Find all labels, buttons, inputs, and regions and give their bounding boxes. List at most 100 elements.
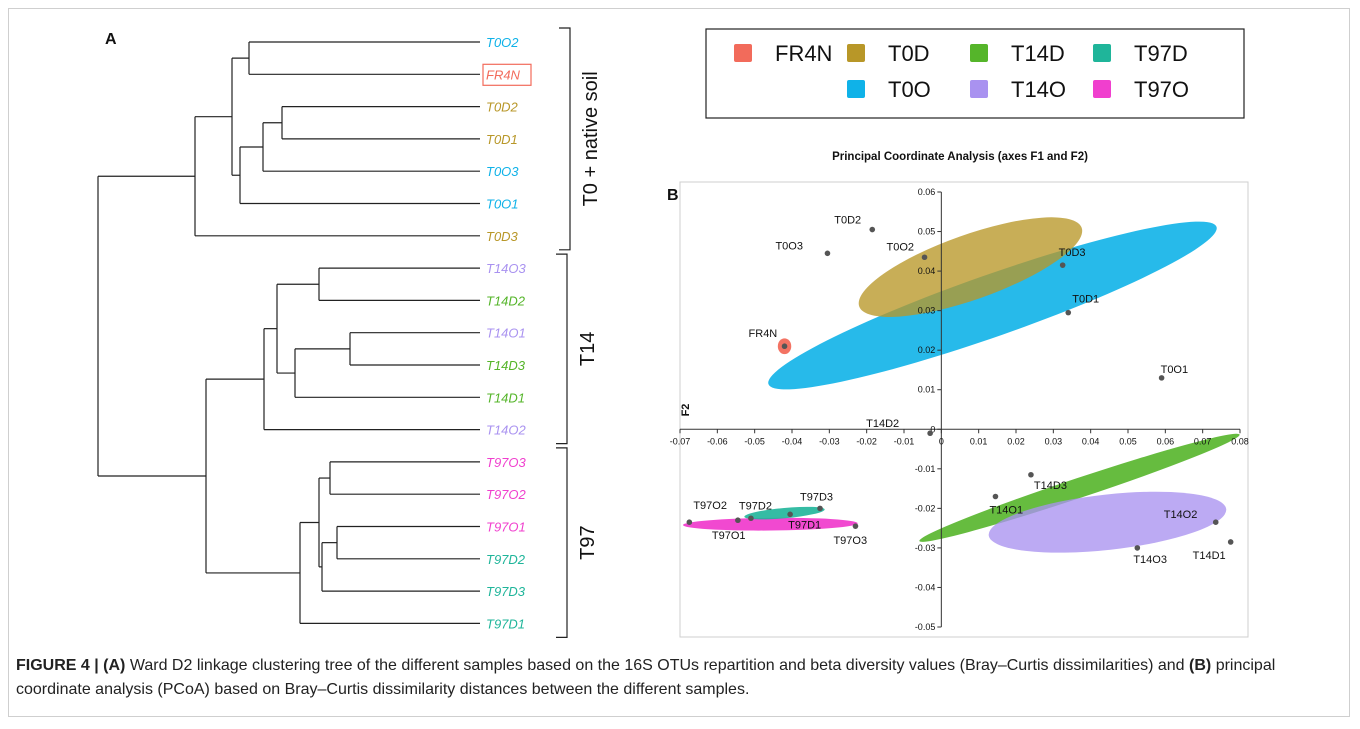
leaf-label: T97D2 bbox=[486, 552, 526, 567]
group-ellipse bbox=[744, 506, 825, 520]
y-tick-label: -0.05 bbox=[915, 622, 936, 632]
x-tick-label: 0.05 bbox=[1119, 436, 1137, 446]
y-tick-label: 0.05 bbox=[918, 227, 936, 237]
cluster-label: T14 bbox=[577, 332, 599, 366]
group-ellipse bbox=[988, 491, 1227, 553]
x-tick-label: -0.06 bbox=[707, 436, 728, 446]
data-point bbox=[1059, 262, 1066, 268]
x-tick-label: 0 bbox=[939, 436, 944, 446]
data-point bbox=[869, 226, 876, 233]
data-point bbox=[1028, 471, 1034, 478]
dendrogram bbox=[97, 41, 480, 625]
leaf-label: T97O3 bbox=[486, 455, 527, 470]
group-ellipse bbox=[858, 217, 1083, 317]
legend-box bbox=[705, 28, 1245, 119]
data-point bbox=[1158, 375, 1165, 381]
leaf-label: T0O3 bbox=[486, 164, 519, 179]
data-point bbox=[787, 511, 793, 518]
x-tick-label: 0.06 bbox=[1157, 436, 1175, 446]
leaf-label: T14O1 bbox=[486, 326, 526, 341]
data-point bbox=[921, 254, 928, 261]
leaf-label: T0D3 bbox=[486, 229, 519, 244]
figure-caption: FIGURE 4 | (A) Ward D2 linkage clusterin… bbox=[16, 654, 1342, 702]
cluster-brackets: T0 + native soil T14 T97 bbox=[556, 27, 602, 639]
leaf-label: T14D3 bbox=[486, 358, 526, 373]
point-label: T0O3 bbox=[775, 240, 803, 252]
legend-swatch bbox=[1093, 44, 1111, 62]
legend-swatch bbox=[1093, 80, 1111, 98]
point-label: T0D2 bbox=[834, 215, 861, 227]
cluster-label: T0 + native soil bbox=[580, 71, 602, 206]
plot-area bbox=[679, 181, 1249, 638]
data-point bbox=[781, 343, 788, 350]
y-tick-label: 0.01 bbox=[918, 385, 936, 395]
point-label: T97D1 bbox=[788, 519, 821, 531]
point-label: T0D3 bbox=[1059, 247, 1086, 259]
point-label: T97D2 bbox=[739, 500, 772, 512]
point-label: T0O2 bbox=[887, 241, 915, 253]
leaf-label: T14D1 bbox=[486, 390, 525, 405]
x-tick-label: -0.02 bbox=[856, 436, 877, 446]
y-tick-label: 0.06 bbox=[918, 187, 936, 197]
leaf-highlight-box bbox=[482, 63, 532, 86]
x-tick-label: 0.02 bbox=[1007, 436, 1025, 446]
point-label: T97D3 bbox=[800, 491, 833, 503]
caption-a-text: Ward D2 linkage clustering tree of the d… bbox=[129, 657, 1185, 674]
data-points: T0D2 T0O3 T0O2 T0D3 T0D1 FR4N T0O1 T14D2 T14D3 T1… bbox=[686, 215, 1234, 566]
group-ellipse bbox=[768, 221, 1217, 390]
y-axis-label: F2 bbox=[680, 404, 692, 417]
caption-figure-label: FIGURE 4 | bbox=[16, 657, 99, 674]
point-label: T97O1 bbox=[712, 530, 746, 542]
data-point bbox=[686, 519, 693, 526]
group-ellipse bbox=[919, 433, 1240, 542]
data-point bbox=[735, 517, 741, 524]
leaf-label: T0O2 bbox=[486, 35, 519, 50]
data-point bbox=[1065, 309, 1072, 316]
point-label: T14O3 bbox=[1133, 554, 1167, 566]
x-tick-label: -0.04 bbox=[782, 436, 803, 446]
legend-swatch bbox=[970, 80, 988, 98]
panel-a-label: A bbox=[105, 31, 117, 48]
leaf-label: T14D2 bbox=[486, 293, 526, 308]
data-point bbox=[927, 430, 933, 437]
legend-label: T97O bbox=[1134, 77, 1189, 102]
point-label: T14O1 bbox=[989, 505, 1023, 517]
legend-label: T14O bbox=[1011, 77, 1066, 102]
y-tick-label: -0.01 bbox=[915, 464, 936, 474]
axes: -0.07 -0.06 -0.05 -0.04 -0.03 -0.02 -0.01 0 0.01… bbox=[670, 187, 1249, 632]
legend-swatch bbox=[847, 80, 865, 98]
leaf-label: T14O3 bbox=[486, 261, 527, 276]
y-tick-label: 0 bbox=[930, 424, 935, 434]
figure-frame bbox=[8, 8, 1350, 717]
legend-label: T0D bbox=[888, 41, 930, 66]
cluster-bracket bbox=[559, 27, 571, 251]
x-tick-label: 0.04 bbox=[1082, 436, 1100, 446]
data-point bbox=[852, 523, 859, 529]
leaf-label: FR4N bbox=[486, 67, 521, 82]
point-label: T97O3 bbox=[833, 535, 867, 547]
data-point bbox=[1134, 545, 1141, 551]
x-tick-label: -0.03 bbox=[819, 436, 840, 446]
cluster-label: T97 bbox=[577, 525, 599, 559]
leaf-label: T97D1 bbox=[486, 616, 525, 631]
x-tick-label: 0.01 bbox=[970, 436, 988, 446]
data-point bbox=[992, 493, 999, 500]
x-tick-label: 0.08 bbox=[1231, 436, 1249, 446]
legend-label: T0O bbox=[888, 77, 931, 102]
legend-label: T14D bbox=[1011, 41, 1065, 66]
dendrogram-leaf-labels: T0O2 FR4N T0D2 T0D1 T0O3 T0O1 T0D3 T14O3 T14D2 T1… bbox=[482, 35, 532, 631]
cluster-bracket bbox=[556, 447, 568, 639]
legend-swatch bbox=[970, 44, 988, 62]
point-label: T0O1 bbox=[1161, 364, 1189, 376]
data-point bbox=[817, 505, 823, 512]
point-label: T14D1 bbox=[1193, 550, 1226, 562]
panel-b-label: B bbox=[667, 187, 679, 204]
point-label: T97O2 bbox=[693, 500, 727, 512]
y-tick-label: -0.03 bbox=[915, 543, 936, 553]
caption-a-label: (A) bbox=[103, 657, 126, 674]
legend-label: T97D bbox=[1134, 41, 1188, 66]
legend: FR4N T0D T14D T97D T0O T14O T97O bbox=[705, 28, 1245, 119]
legend-label: FR4N bbox=[775, 41, 832, 66]
x-tick-label: 0.03 bbox=[1045, 436, 1063, 446]
legend-swatch bbox=[734, 44, 752, 62]
